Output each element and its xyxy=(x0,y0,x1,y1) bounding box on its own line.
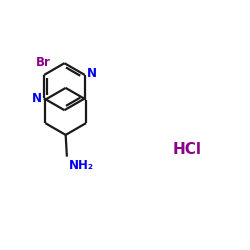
Text: HCl: HCl xyxy=(172,142,201,157)
Text: NH₂: NH₂ xyxy=(69,158,94,172)
Text: N: N xyxy=(87,68,97,80)
Text: Br: Br xyxy=(36,56,50,70)
Text: N: N xyxy=(32,92,42,105)
